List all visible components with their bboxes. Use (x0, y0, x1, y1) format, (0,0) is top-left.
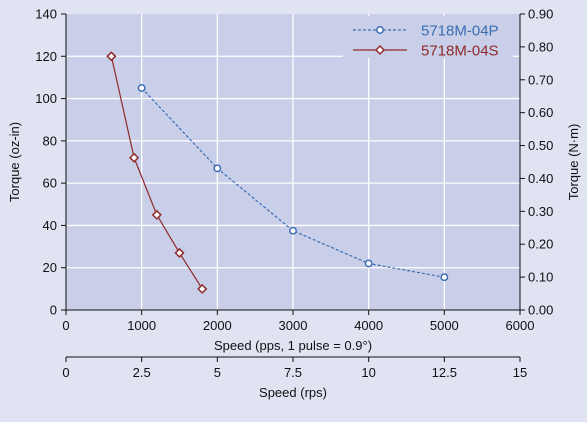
legend-series-04p-marker (376, 26, 384, 34)
x2-tick-label: 12.5 (432, 365, 457, 380)
legend-series-04s-marker (374, 44, 386, 56)
y2-tick-label: 0.20 (528, 237, 553, 252)
y-tick-label: 80 (43, 133, 57, 148)
x-tick-label: 1000 (127, 318, 156, 333)
x-tick-label: 6000 (506, 318, 535, 333)
y2-tick-label: 0.60 (528, 105, 553, 120)
series-04s-point (129, 152, 140, 163)
x2-tick-label: 15 (513, 365, 527, 380)
y-tick-label: 40 (43, 218, 57, 233)
legend-series-04p-label: 5718M-04P (421, 23, 499, 40)
series-04s-point (174, 247, 185, 258)
x-axis-label: Speed (pps, 1 pulse = 0.9°) (214, 338, 372, 353)
x-tick-label: 5000 (430, 318, 459, 333)
series-04s-point (197, 283, 208, 294)
y-tick-label: 20 (43, 260, 57, 275)
axes: 0 1000 2000 3000 4000 5000 6000020406080100120… (35, 7, 553, 381)
x2-tick-label: 0 (62, 365, 69, 380)
y-tick-label: 60 (43, 176, 57, 191)
legend-series-04s-label: 5718M-04S (421, 43, 499, 60)
y2-tick-label: 0.70 (528, 72, 553, 87)
x2-tick-label: 5 (214, 365, 221, 380)
x-tick-label: 3000 (279, 318, 308, 333)
series-04p-point (289, 226, 297, 235)
series-04p-point (364, 259, 373, 268)
y2-tick-label: 0.50 (528, 138, 553, 153)
y2-tick-label: 0.90 (528, 7, 553, 22)
y-tick-label: 120 (35, 49, 57, 64)
series-04p-point (137, 84, 146, 92)
legend: 5718M-04P 5718M-04S (343, 16, 513, 60)
y2-tick-label: 0.30 (528, 204, 553, 219)
series-04s-point (106, 51, 117, 62)
x-tick-label: 0 (62, 318, 69, 333)
legend-box (343, 16, 513, 58)
y2-tick-label: 0.10 (528, 270, 553, 285)
y-axis-label: Torque (oz-in) (7, 122, 22, 202)
series-04p-line (141, 87, 445, 278)
x2-tick-label: 10 (361, 365, 375, 380)
x-tick-label: 4000 (354, 318, 383, 333)
y2-tick-label: 0.80 (528, 39, 553, 54)
y-tick-label: 0 (50, 303, 57, 318)
series-04p-point (440, 273, 449, 282)
y2-axis-label: Torque (N·m) (566, 124, 581, 201)
y2-tick-label: 0.40 (528, 171, 553, 186)
y-tick-label: 100 (35, 91, 57, 106)
series-04p-point (213, 164, 222, 173)
y2-tick-label: 0.00 (528, 303, 553, 318)
x2-axis-label: Speed (rps) (259, 385, 327, 400)
x2-tick-label: 2.5 (133, 365, 151, 380)
x-tick-label: 2000 (203, 318, 232, 333)
series-04s-point (151, 209, 162, 220)
series-layer (106, 51, 449, 294)
y-tick-label: 140 (35, 7, 57, 22)
x2-tick-label: 7.5 (284, 365, 302, 380)
